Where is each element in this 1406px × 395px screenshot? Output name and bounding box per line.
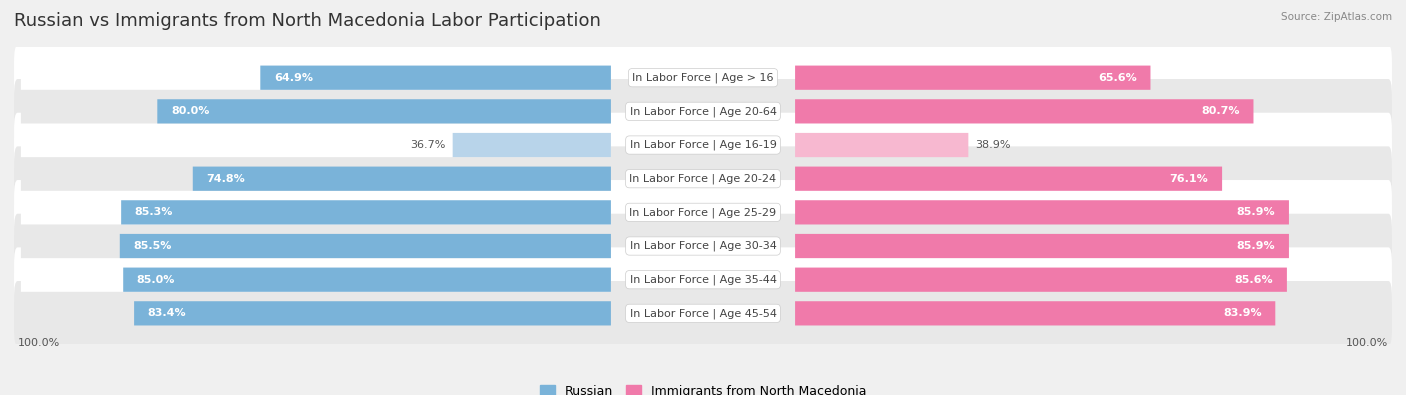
FancyBboxPatch shape [14,281,1392,346]
FancyBboxPatch shape [794,200,1289,224]
FancyBboxPatch shape [134,301,612,325]
Text: 64.9%: 64.9% [274,73,314,83]
FancyBboxPatch shape [21,200,612,224]
FancyBboxPatch shape [794,267,1286,292]
Text: In Labor Force | Age 35-44: In Labor Force | Age 35-44 [630,275,776,285]
Text: Source: ZipAtlas.com: Source: ZipAtlas.com [1281,12,1392,22]
FancyBboxPatch shape [14,79,1392,144]
FancyBboxPatch shape [21,66,612,90]
FancyBboxPatch shape [14,45,1392,110]
Text: In Labor Force | Age 30-34: In Labor Force | Age 30-34 [630,241,776,251]
Text: 100.0%: 100.0% [1347,338,1389,348]
FancyBboxPatch shape [21,267,612,292]
FancyBboxPatch shape [157,99,612,124]
Text: 65.6%: 65.6% [1098,73,1137,83]
FancyBboxPatch shape [21,167,612,191]
Text: 36.7%: 36.7% [411,140,446,150]
Text: 85.9%: 85.9% [1237,207,1275,217]
FancyBboxPatch shape [193,167,612,191]
FancyBboxPatch shape [21,133,612,157]
FancyBboxPatch shape [21,301,612,325]
FancyBboxPatch shape [121,200,612,224]
Text: 85.0%: 85.0% [136,275,176,285]
FancyBboxPatch shape [794,133,969,157]
FancyBboxPatch shape [794,66,1150,90]
Text: In Labor Force | Age 45-54: In Labor Force | Age 45-54 [630,308,776,319]
Text: In Labor Force | Age 16-19: In Labor Force | Age 16-19 [630,140,776,150]
FancyBboxPatch shape [14,247,1392,312]
FancyBboxPatch shape [14,147,1392,211]
Text: In Labor Force | Age 20-24: In Labor Force | Age 20-24 [630,173,776,184]
FancyBboxPatch shape [794,301,1275,325]
Text: 80.7%: 80.7% [1201,106,1240,117]
Text: 85.6%: 85.6% [1234,275,1274,285]
FancyBboxPatch shape [260,66,612,90]
Text: 85.9%: 85.9% [1237,241,1275,251]
FancyBboxPatch shape [794,99,1254,124]
Text: 74.8%: 74.8% [207,174,245,184]
Text: In Labor Force | Age 25-29: In Labor Force | Age 25-29 [630,207,776,218]
Text: 83.4%: 83.4% [148,308,187,318]
Text: 85.3%: 85.3% [135,207,173,217]
Text: 85.5%: 85.5% [134,241,172,251]
FancyBboxPatch shape [120,234,612,258]
Text: In Labor Force | Age > 16: In Labor Force | Age > 16 [633,72,773,83]
FancyBboxPatch shape [14,214,1392,278]
Text: In Labor Force | Age 20-64: In Labor Force | Age 20-64 [630,106,776,117]
Text: Russian vs Immigrants from North Macedonia Labor Participation: Russian vs Immigrants from North Macedon… [14,12,600,30]
Text: 38.9%: 38.9% [976,140,1011,150]
Text: 83.9%: 83.9% [1223,308,1261,318]
FancyBboxPatch shape [794,167,1222,191]
FancyBboxPatch shape [21,234,612,258]
Text: 80.0%: 80.0% [172,106,209,117]
Text: 76.1%: 76.1% [1170,174,1208,184]
FancyBboxPatch shape [21,99,612,124]
Legend: Russian, Immigrants from North Macedonia: Russian, Immigrants from North Macedonia [534,380,872,395]
Text: 100.0%: 100.0% [17,338,59,348]
FancyBboxPatch shape [794,234,1289,258]
FancyBboxPatch shape [124,267,612,292]
FancyBboxPatch shape [14,113,1392,177]
FancyBboxPatch shape [14,180,1392,245]
FancyBboxPatch shape [453,133,612,157]
